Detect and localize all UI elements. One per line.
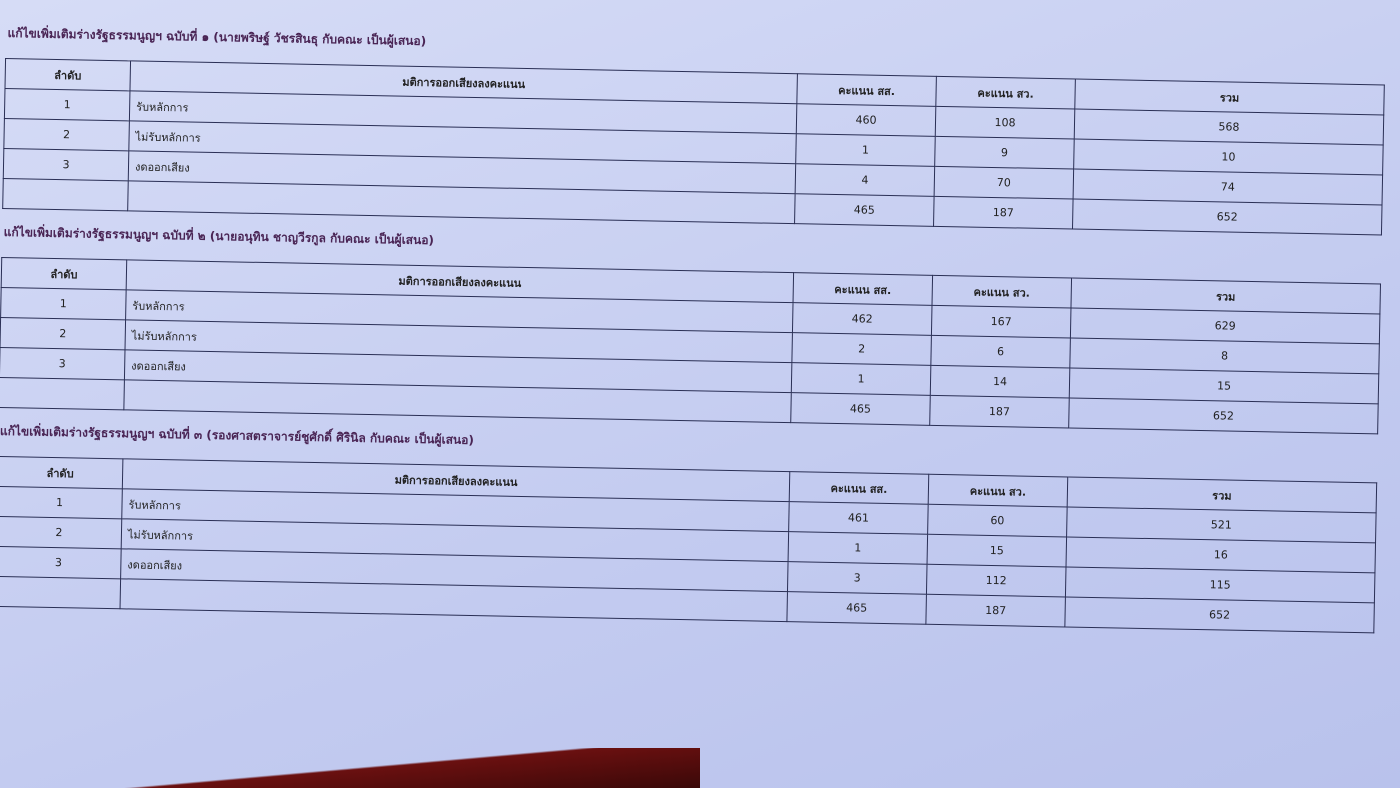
row-no: 1 [0, 486, 123, 519]
total-votes: 652 [1072, 199, 1383, 235]
senator-votes: 187 [925, 594, 1066, 627]
senator-votes: 167 [931, 305, 1071, 338]
row-no: 3 [0, 347, 125, 380]
row-no: 2 [0, 516, 122, 549]
row-no: 1 [4, 88, 130, 121]
senator-votes: 9 [934, 136, 1075, 170]
senator-votes: 187 [933, 196, 1074, 230]
senator-votes: 15 [927, 534, 1067, 567]
header-no: ลำดับ [0, 456, 123, 489]
mp-votes: 465 [794, 193, 935, 227]
table-title: แก้ไขเพิ่มเติมร่างรัฐธรรมนูญฯ ฉบับที่ ๑ … [7, 26, 427, 49]
header-senator: คะแนน สว. [932, 275, 1072, 308]
mp-votes: 465 [790, 392, 931, 426]
header-senator: คะแนน สว. [935, 76, 1076, 110]
vote-table: ลำดับ มติการออกเสียงลงคะแนน คะแนน สส. คะ… [0, 257, 1381, 434]
senator-votes: 187 [929, 395, 1070, 428]
total-votes: 652 [1064, 596, 1375, 633]
row-no [0, 377, 125, 410]
header-mp: คะแนน สส. [793, 272, 933, 306]
mp-votes: 2 [791, 332, 932, 366]
header-senator: คะแนน สว. [928, 474, 1068, 507]
mp-votes: 3 [787, 561, 928, 595]
mp-votes: 4 [795, 163, 935, 197]
header-no: ลำดับ [1, 257, 127, 290]
mp-votes: 1 [795, 133, 936, 167]
senator-votes: 108 [935, 106, 1075, 140]
row-no: 3 [3, 148, 129, 181]
vote-table: ลำดับ มติการออกเสียงลงคะแนน คะแนน สส. คะ… [2, 58, 1385, 235]
row-no: 2 [0, 317, 126, 350]
row-no: 2 [3, 118, 130, 151]
row-no: 1 [0, 287, 127, 320]
vote-results-document: แก้ไขเพิ่มเติมร่างรัฐธรรมนูญฯ ฉบับที่ ๑ … [0, 10, 1398, 638]
header-mp: คะแนน สส. [796, 73, 937, 107]
screen-bezel [0, 748, 700, 788]
mp-votes: 1 [791, 362, 931, 396]
row-no [0, 576, 121, 609]
mp-votes: 461 [788, 501, 929, 535]
mp-votes: 465 [786, 591, 927, 625]
senator-votes: 60 [927, 504, 1068, 537]
senator-votes: 70 [934, 166, 1074, 200]
mp-votes: 460 [796, 103, 936, 137]
row-no: 3 [0, 546, 122, 579]
header-mp: คะแนน สส. [789, 471, 929, 505]
header-no: ลำดับ [4, 58, 131, 91]
row-no [2, 178, 129, 211]
mp-votes: 1 [788, 531, 928, 565]
vote-table: ลำดับ มติการออกเสียงลงคะแนน คะแนน สส. คะ… [0, 456, 1377, 633]
mp-votes: 462 [792, 302, 933, 336]
senator-votes: 14 [930, 365, 1070, 398]
total-votes: 652 [1068, 397, 1379, 434]
senator-votes: 6 [930, 335, 1071, 368]
senator-votes: 112 [926, 564, 1067, 597]
